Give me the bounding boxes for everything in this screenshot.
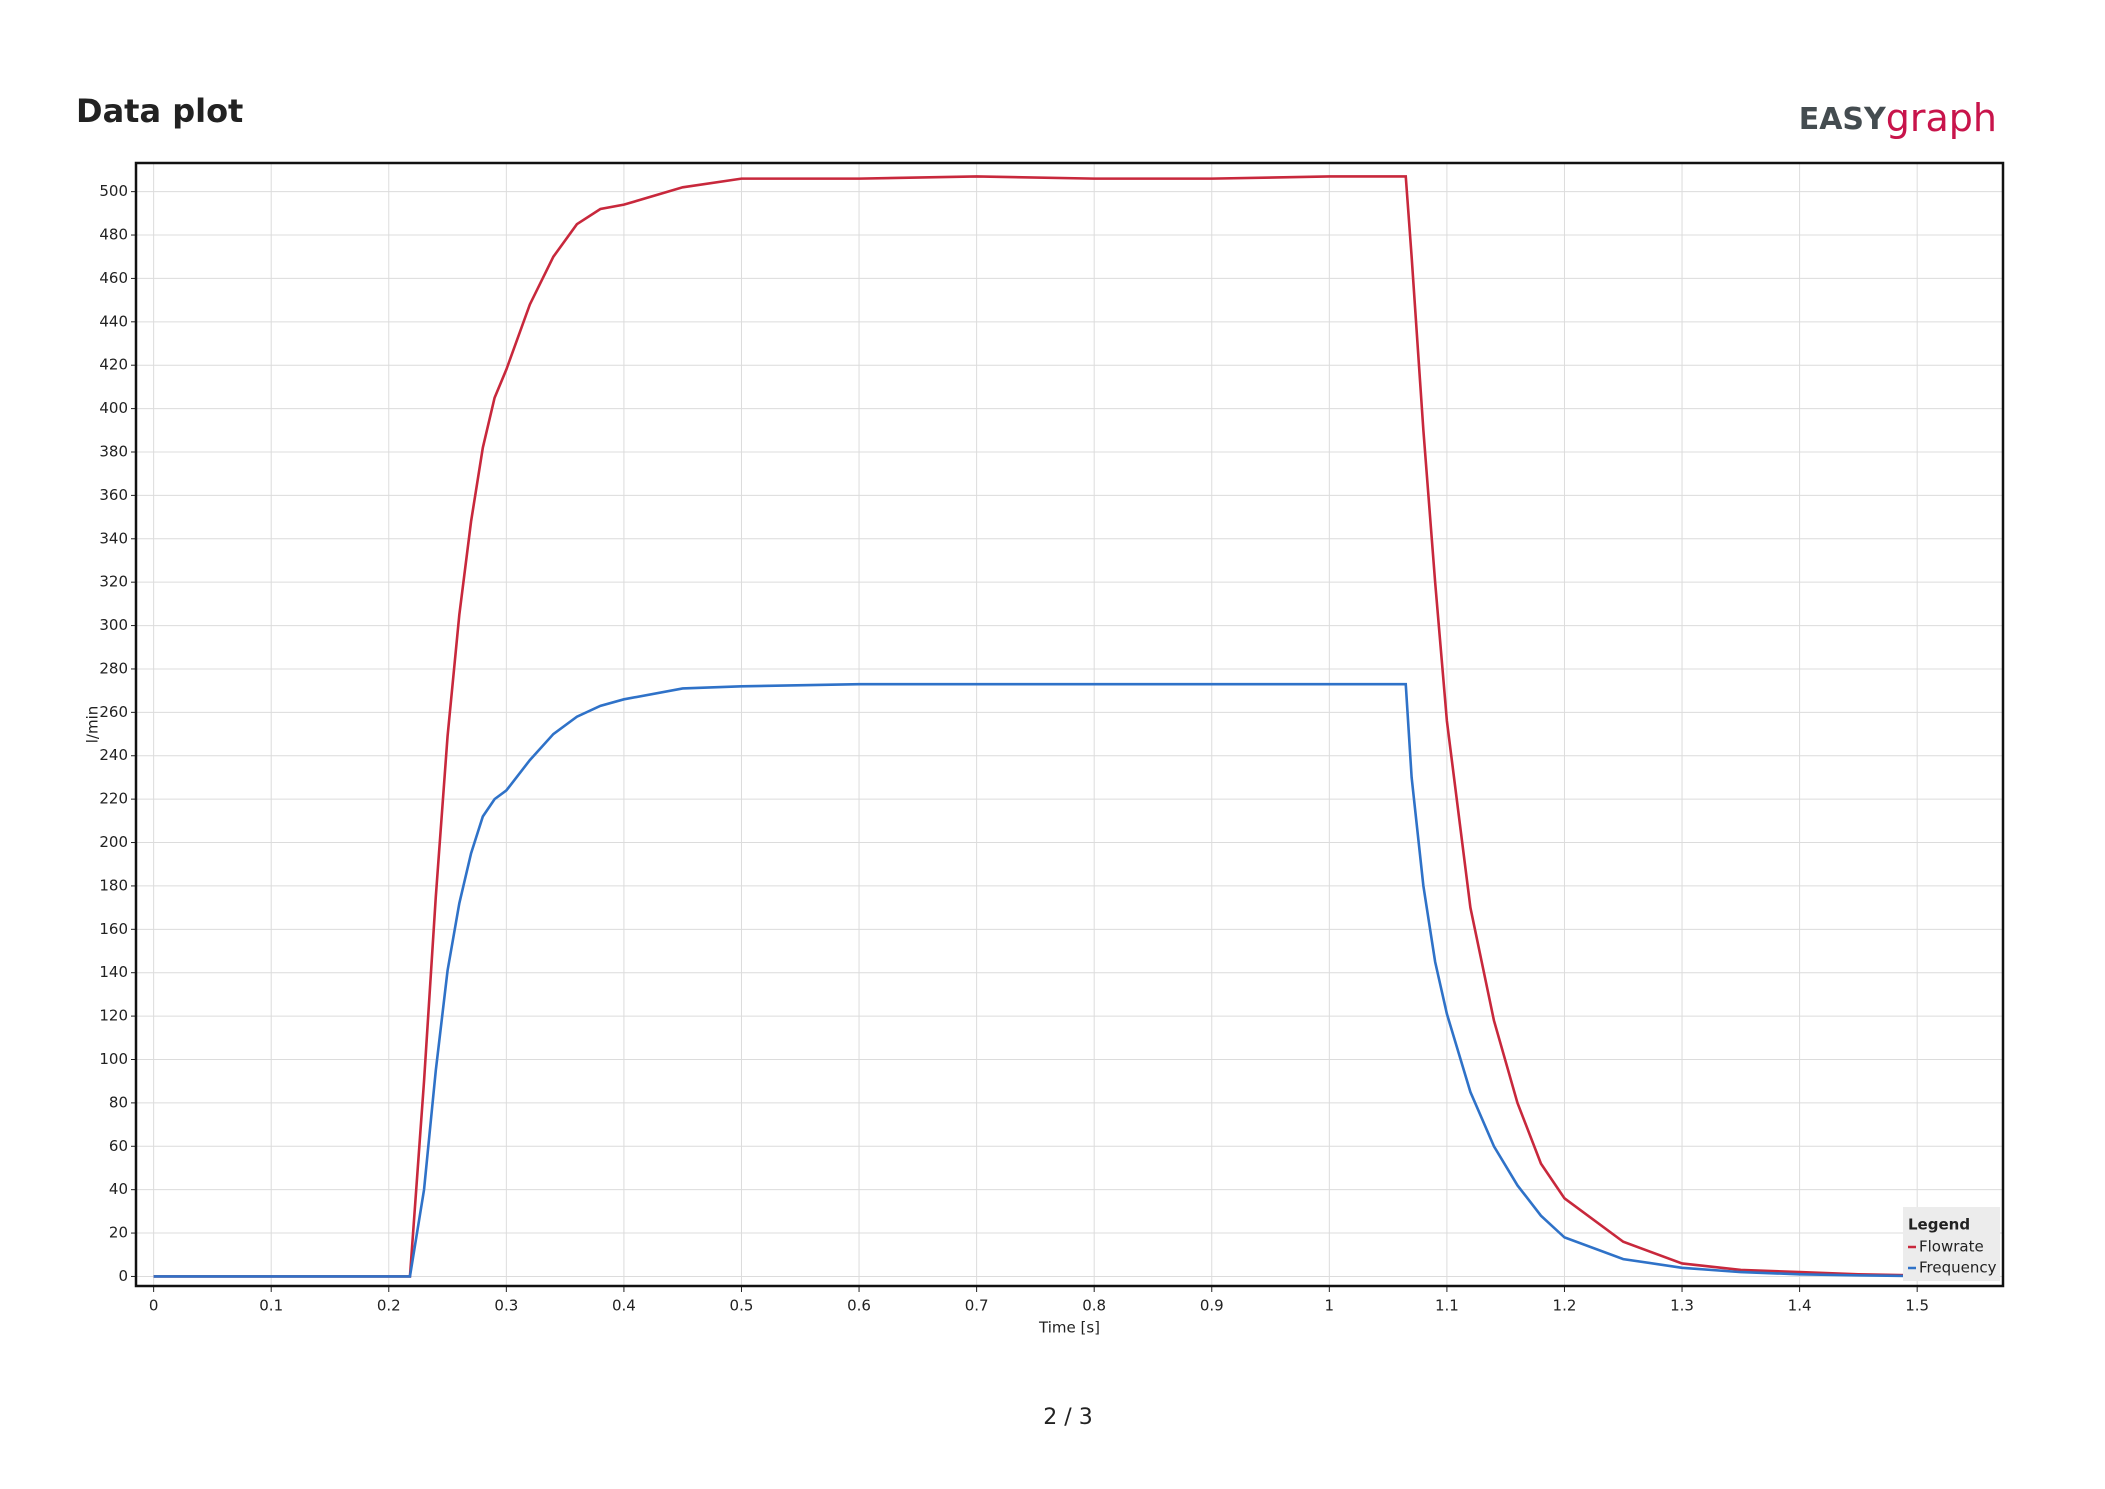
x-tick-label: 0.5 [730, 1297, 754, 1315]
y-tick-label: 460 [99, 269, 128, 287]
y-tick-label: 440 [99, 312, 128, 330]
y-tick-label: 320 [99, 573, 128, 591]
y-tick-label: 420 [99, 356, 128, 374]
page-title: Data plot [76, 92, 243, 130]
y-tick-label: 200 [99, 833, 128, 851]
x-tick-label: 0.7 [965, 1297, 989, 1315]
data-line [153, 175, 1976, 1278]
logo-part: EASY [1799, 102, 1887, 137]
x-tick-label: 1 [1325, 1297, 1335, 1315]
legend-box [1903, 1207, 2000, 1281]
y-tick-label: 140 [99, 963, 128, 981]
plot-frame [134, 161, 2005, 1288]
x-axis-label: Time [s] [1038, 1319, 1100, 1337]
y-tick-label: 60 [109, 1137, 128, 1155]
y-tick-label: 280 [99, 659, 128, 677]
page-number: 2 / 3 [1043, 1405, 1092, 1430]
legend-label: Frequency [1919, 1259, 1997, 1277]
x-tick-label: 1.2 [1553, 1297, 1577, 1315]
y-tick-label: 180 [99, 876, 128, 894]
y-tick-label: 480 [99, 226, 128, 244]
y-tick-label: 120 [99, 1007, 128, 1025]
data-line [153, 682, 1976, 1278]
x-tick-label: 1.4 [1788, 1297, 1812, 1315]
y-tick-label: 300 [99, 616, 128, 634]
y-axis-label: l/min [84, 706, 102, 744]
x-tick-label: 0.8 [1082, 1297, 1106, 1315]
y-tick-label: 500 [99, 182, 128, 200]
legend-title: Legend [1908, 1216, 1970, 1234]
y-tick-label: 340 [99, 529, 128, 547]
y-tick-label: 360 [99, 486, 128, 504]
logo-part: graph [1886, 96, 1997, 140]
y-tick-label: 400 [99, 399, 128, 417]
x-tick-label: 0.3 [494, 1297, 518, 1315]
x-tick-label: 0.9 [1200, 1297, 1224, 1315]
x-tick-label: 0 [149, 1297, 159, 1315]
x-tick-label: 0.1 [259, 1297, 283, 1315]
y-tick-label: 220 [99, 790, 128, 808]
y-tick-label: 20 [109, 1224, 128, 1242]
y-tick-label: 40 [109, 1180, 128, 1198]
x-tick-label: 0.6 [847, 1297, 871, 1315]
y-tick-label: 260 [99, 703, 128, 721]
legend-label: Flowrate [1919, 1238, 1984, 1256]
y-tick-label: 100 [99, 1050, 128, 1068]
y-tick-label: 240 [99, 746, 128, 764]
x-tick-label: 1.5 [1905, 1297, 1929, 1315]
x-tick-label: 0.4 [612, 1297, 636, 1315]
x-tick-label: 0.2 [377, 1297, 401, 1315]
x-tick-label: 1.3 [1670, 1297, 1694, 1315]
logo: EASYgraph [1799, 96, 1997, 140]
y-tick-label: 80 [109, 1093, 128, 1111]
y-tick-label: 160 [99, 920, 128, 938]
y-tick-label: 0 [118, 1267, 128, 1285]
x-tick-label: 1.1 [1435, 1297, 1459, 1315]
y-tick-label: 380 [99, 442, 128, 460]
